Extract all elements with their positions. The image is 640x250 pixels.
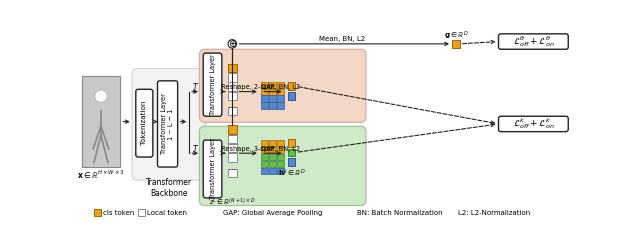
Bar (288, 139, 296, 147)
Text: T: T (193, 83, 198, 92)
Text: L2: L2-Normalization: L2: L2-Normalization (458, 210, 531, 216)
Text: Local token: Local token (147, 210, 188, 216)
Text: GAP, BN, L2: GAP, BN, L2 (261, 84, 300, 90)
Bar (269, 147, 276, 153)
Circle shape (95, 90, 107, 102)
Text: T: T (193, 145, 198, 154)
Bar (228, 135, 237, 143)
Circle shape (228, 40, 237, 48)
Bar (277, 96, 284, 102)
Bar (228, 107, 237, 116)
Bar (277, 140, 284, 146)
Text: GAP: Global Average Pooling: GAP: Global Average Pooling (223, 210, 323, 216)
Bar (277, 161, 284, 167)
Bar (138, 210, 145, 216)
FancyBboxPatch shape (199, 126, 366, 206)
Text: $\mathbf{g} \in \mathbb{R}^D$: $\mathbf{g} \in \mathbb{R}^D$ (444, 30, 468, 42)
Text: cls token: cls token (103, 210, 134, 216)
Bar (277, 102, 284, 108)
FancyBboxPatch shape (204, 53, 222, 116)
Bar (261, 154, 268, 160)
Text: $z^L \in \mathbb{R}^{(N+1) \times D}$: $z^L \in \mathbb{R}^{(N+1) \times D}$ (209, 197, 255, 208)
FancyBboxPatch shape (499, 116, 568, 132)
Text: Tokenization: Tokenization (141, 101, 147, 145)
Bar (261, 168, 268, 174)
Bar (452, 40, 460, 48)
Bar (288, 82, 296, 90)
Bar (228, 73, 237, 82)
Bar (228, 153, 237, 162)
Bar (288, 148, 296, 156)
Bar (269, 82, 276, 88)
Bar (277, 88, 284, 95)
Bar (228, 92, 237, 100)
Text: Transformer Layer: Transformer Layer (209, 54, 216, 115)
FancyBboxPatch shape (132, 68, 205, 180)
Bar (269, 140, 276, 146)
Bar (261, 88, 268, 95)
Bar (261, 82, 268, 88)
Bar (228, 64, 237, 72)
Text: Reshape, 3-split: Reshape, 3-split (221, 146, 275, 152)
Text: $\mathcal{L}_{off}^{k} + \mathcal{L}_{on}^{k}$: $\mathcal{L}_{off}^{k} + \mathcal{L}_{on… (513, 116, 554, 132)
Bar (269, 168, 276, 174)
Text: Transformer Layer
1 ~ L − 1: Transformer Layer 1 ~ L − 1 (161, 94, 174, 154)
Bar (288, 158, 296, 166)
Bar (269, 96, 276, 102)
Text: $\mathbf{h}^k \in \mathbb{R}^D$: $\mathbf{h}^k \in \mathbb{R}^D$ (278, 168, 306, 179)
Bar (261, 96, 268, 102)
Bar (81, 76, 120, 167)
Bar (228, 82, 237, 91)
Text: GAP, BN, L2: GAP, BN, L2 (261, 146, 300, 152)
Text: BN: Batch Normalization: BN: Batch Normalization (358, 210, 443, 216)
Text: ...: ... (228, 162, 237, 172)
Bar (261, 102, 268, 108)
Bar (288, 92, 296, 100)
Text: ...: ... (228, 101, 237, 110)
FancyBboxPatch shape (136, 89, 153, 157)
Bar (269, 154, 276, 160)
Bar (228, 126, 237, 134)
Bar (261, 140, 268, 146)
Bar (269, 102, 276, 108)
Bar (228, 144, 237, 152)
Text: $\mathbf{x} \in \mathbb{R}^{H \times W \times 3}$: $\mathbf{x} \in \mathbb{R}^{H \times W \… (77, 168, 125, 181)
Text: Reshape, 2-split: Reshape, 2-split (221, 84, 275, 90)
Bar (277, 82, 284, 88)
FancyBboxPatch shape (157, 81, 178, 167)
Bar (277, 154, 284, 160)
Bar (228, 168, 237, 177)
Bar (261, 161, 268, 167)
Bar (277, 147, 284, 153)
Text: Transformer Layer: Transformer Layer (209, 138, 216, 200)
FancyBboxPatch shape (199, 49, 366, 122)
FancyBboxPatch shape (204, 140, 222, 198)
Bar (269, 161, 276, 167)
Bar (261, 147, 268, 153)
Bar (94, 210, 101, 216)
Text: Transformer
Backbone: Transformer Backbone (146, 178, 192, 198)
Bar (277, 168, 284, 174)
Text: $\oplus$: $\oplus$ (228, 38, 237, 49)
Text: Mean, BN, L2: Mean, BN, L2 (319, 36, 365, 42)
Text: $\mathcal{L}_{off}^{\theta} + \mathcal{L}_{on}^{\theta}$: $\mathcal{L}_{off}^{\theta} + \mathcal{L… (513, 34, 554, 49)
FancyBboxPatch shape (499, 34, 568, 49)
Bar (269, 88, 276, 95)
